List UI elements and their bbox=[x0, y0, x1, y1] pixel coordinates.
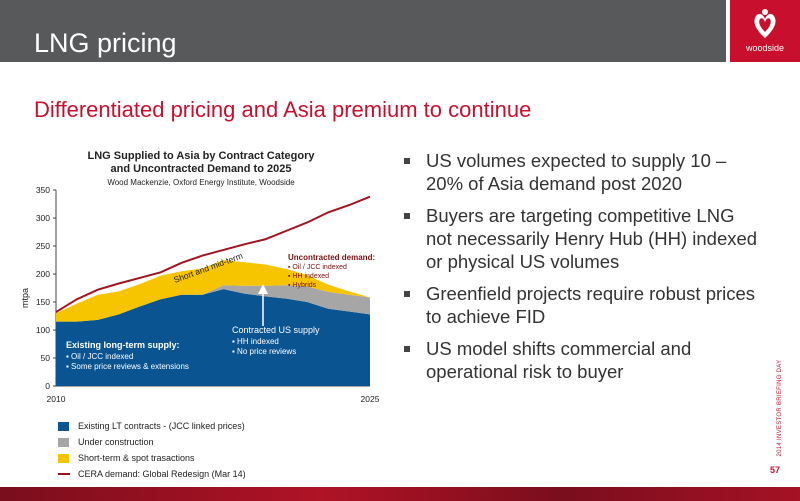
legend-label-construction: Under construction bbox=[78, 437, 154, 447]
y-tick-label: 350 bbox=[36, 185, 50, 195]
annotation-uncontracted-item: ▪ HH indexed bbox=[288, 273, 329, 280]
x-tick-label: 2010 bbox=[47, 394, 66, 404]
y-tick-label: 200 bbox=[36, 269, 50, 279]
bullet-item: US volumes expected to supply 10 – 20% o… bbox=[404, 149, 764, 195]
legend-label-short-term: Short-term & spot trasactions bbox=[78, 453, 195, 463]
page-number: 57 bbox=[770, 465, 781, 475]
slide-subtitle: Differentiated pricing and Asia premium … bbox=[34, 97, 532, 122]
legend-swatch-short-term bbox=[58, 453, 69, 463]
y-tick-label: 300 bbox=[36, 213, 50, 223]
logo-text: woodside bbox=[745, 43, 785, 53]
arrow-head bbox=[258, 284, 268, 294]
annotation-contracted-item: ▪ No price reviews bbox=[232, 347, 296, 356]
page-title: LNG pricing bbox=[34, 28, 177, 58]
bullet-marker bbox=[404, 291, 414, 328]
area-chart: 0 50 100 150 200 250 300 350 2010 2025 mtpa Existin… bbox=[20, 185, 380, 404]
bullet-item: Greenfield projects require robust price… bbox=[404, 282, 764, 328]
y-tick-label: 0 bbox=[45, 381, 50, 391]
y-tick-label: 150 bbox=[36, 297, 50, 307]
bullet-text: US volumes expected to supply 10 – 20% o… bbox=[426, 150, 727, 194]
bullet-text: Greenfield projects require robust price… bbox=[426, 283, 756, 327]
y-axis-label: mtpa bbox=[20, 288, 30, 308]
woodside-logo: woodside bbox=[730, 0, 800, 62]
chart-legend: Existing LT contracts - (JCC linked pric… bbox=[58, 418, 246, 482]
chart-source: Wood Mackenzie, Oxford Energy Institute,… bbox=[107, 178, 295, 187]
area-short-term-spot bbox=[56, 260, 370, 322]
y-tick-label: 100 bbox=[36, 325, 50, 335]
woodside-logo-icon bbox=[754, 9, 776, 39]
bullet-marker bbox=[404, 346, 414, 383]
bullet-text: US model shifts commercial and operation… bbox=[426, 338, 692, 382]
bullet-marker bbox=[404, 158, 414, 195]
legend-swatch-demand bbox=[58, 473, 70, 475]
legend-item-construction: Under construction bbox=[58, 434, 246, 450]
y-tick-label: 50 bbox=[41, 353, 51, 363]
legend-item-short-term: Short-term & spot trasactions bbox=[58, 450, 246, 466]
annotation-contracted-title: Contracted US supply bbox=[232, 325, 320, 335]
legend-swatch-existing bbox=[58, 421, 69, 431]
chart-title-line2: and Uncontracted Demand to 2025 bbox=[110, 163, 292, 175]
chart-title-line1: LNG Supplied to Asia by Contract Categor… bbox=[87, 150, 315, 162]
y-tick-label: 250 bbox=[36, 241, 50, 251]
area-existing-lt-contracts bbox=[56, 289, 370, 386]
annotation-uncontracted-item: ▪ Oil / JCC indexed bbox=[288, 264, 347, 271]
legend-swatch-construction bbox=[58, 437, 69, 447]
bullet-item: Buyers are targeting competitive LNG not… bbox=[404, 204, 764, 273]
annotation-uncontracted-title: Uncontracted demand: bbox=[288, 253, 375, 262]
bullet-item: US model shifts commercial and operation… bbox=[404, 337, 764, 383]
legend-item-existing: Existing LT contracts - (JCC linked pric… bbox=[58, 418, 246, 434]
legend-item-demand: CERA demand: Global Redesign (Mar 14) bbox=[58, 466, 246, 482]
side-caption: 2014 INVESTOR BRIEFING DAY bbox=[775, 355, 787, 465]
bullet-marker bbox=[404, 213, 414, 273]
bullet-text: Buyers are targeting competitive LNG not… bbox=[426, 205, 758, 272]
legend-label-demand: CERA demand: Global Redesign (Mar 14) bbox=[78, 469, 246, 479]
bullet-list: US volumes expected to supply 10 – 20% o… bbox=[404, 149, 764, 392]
annotation-existing-item: ▪ Oil / JCC indexed bbox=[66, 352, 133, 361]
annotation-existing-item: ▪ Some price reviews & extensions bbox=[66, 362, 189, 371]
annotation-existing-title: Existing long-term supply: bbox=[66, 340, 180, 350]
x-tick-label: 2025 bbox=[361, 394, 380, 404]
side-caption-text: 2014 INVESTOR BRIEFING DAY bbox=[777, 359, 783, 457]
annotation-uncontracted-item: ▪ Hybrids bbox=[288, 282, 317, 289]
legend-label-existing: Existing LT contracts - (JCC linked pric… bbox=[78, 421, 245, 431]
line-cera-demand bbox=[55, 195, 371, 313]
annotation-contracted-item: ▪ HH indexed bbox=[232, 337, 279, 346]
chart-title: LNG Supplied to Asia by Contract Categor… bbox=[56, 150, 346, 176]
footer-band bbox=[0, 487, 800, 501]
header-bar: LNG pricing bbox=[0, 0, 726, 62]
area-under-construction bbox=[56, 285, 370, 322]
